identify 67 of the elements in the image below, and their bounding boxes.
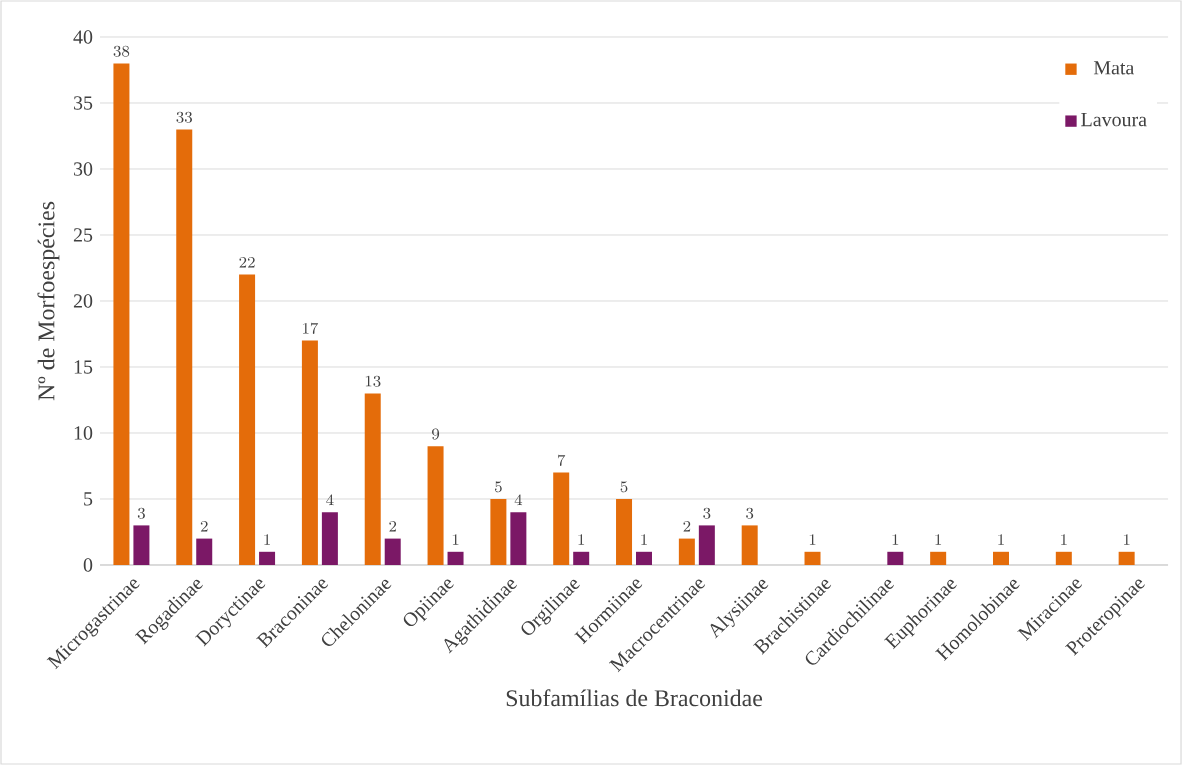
y-tick-label: 5: [84, 492, 93, 506]
data-label: 3: [703, 507, 711, 519]
data-label: 1: [1123, 534, 1130, 545]
data-label: 1: [935, 534, 942, 545]
bar: [301, 340, 318, 565]
bar: [930, 551, 947, 565]
y-tick-label: 40: [73, 30, 93, 44]
bar: [741, 525, 758, 565]
data-label: 1: [264, 534, 270, 545]
bar: [1055, 551, 1072, 565]
data-label: 1: [1061, 534, 1067, 545]
bar: [1118, 551, 1135, 565]
data-label: 4: [326, 494, 334, 506]
data-label: 5: [620, 481, 628, 493]
y-tick-label: 15: [74, 360, 93, 374]
bar: [887, 551, 904, 565]
data-label: 1: [998, 534, 1004, 545]
bar: [573, 551, 590, 565]
bar: [510, 512, 527, 565]
data-label: 1: [641, 534, 647, 545]
bar: [698, 525, 715, 565]
bar: [259, 551, 276, 565]
data-label: 3: [137, 507, 145, 519]
data-label: 3: [746, 507, 754, 519]
bar: [636, 551, 653, 565]
bar: [490, 499, 507, 565]
y-tick-label: 20: [73, 294, 93, 308]
data-label: 13: [365, 375, 381, 387]
bar: [553, 472, 570, 565]
bar: [616, 499, 633, 565]
bar: [321, 512, 338, 565]
data-label: 9: [432, 428, 440, 440]
bar: [196, 538, 213, 565]
data-label: 2: [683, 520, 691, 532]
bar: [239, 274, 256, 565]
y-tick-label: 25: [73, 228, 93, 242]
bar: [364, 393, 381, 565]
data-label: 1: [809, 534, 816, 545]
y-tick-label: 35: [74, 96, 93, 110]
bar: [384, 538, 401, 565]
bar: [678, 538, 695, 565]
data-label: 2: [389, 520, 397, 532]
bar: [133, 525, 150, 565]
legend-label: Mata: [1093, 61, 1135, 75]
bar: [113, 63, 130, 565]
y-axis-title: Nº de Morfoespécies: [37, 201, 60, 401]
y-tick-label: 30: [74, 162, 93, 176]
data-label: 7: [557, 454, 566, 466]
data-label: 17: [302, 322, 319, 334]
data-label: 4: [514, 494, 523, 506]
data-label: 5: [494, 481, 502, 493]
legend-label: Lavoura: [1081, 113, 1147, 127]
data-label: 33: [176, 111, 192, 123]
bar: [992, 551, 1009, 565]
bar: [447, 551, 464, 565]
y-tick-label: 0: [83, 558, 93, 572]
data-label: 1: [892, 534, 899, 545]
bar: [427, 446, 444, 565]
data-label: 1: [578, 534, 585, 545]
bar: [804, 551, 821, 565]
data-label: 2: [200, 520, 208, 532]
y-tick-label: 10: [74, 426, 93, 440]
data-label: 22: [239, 256, 255, 268]
bar: [176, 129, 193, 565]
x-axis-title: Subfamílias de Braconidae: [506, 689, 763, 707]
data-label: 1: [452, 534, 459, 545]
data-label: 38: [113, 45, 130, 57]
